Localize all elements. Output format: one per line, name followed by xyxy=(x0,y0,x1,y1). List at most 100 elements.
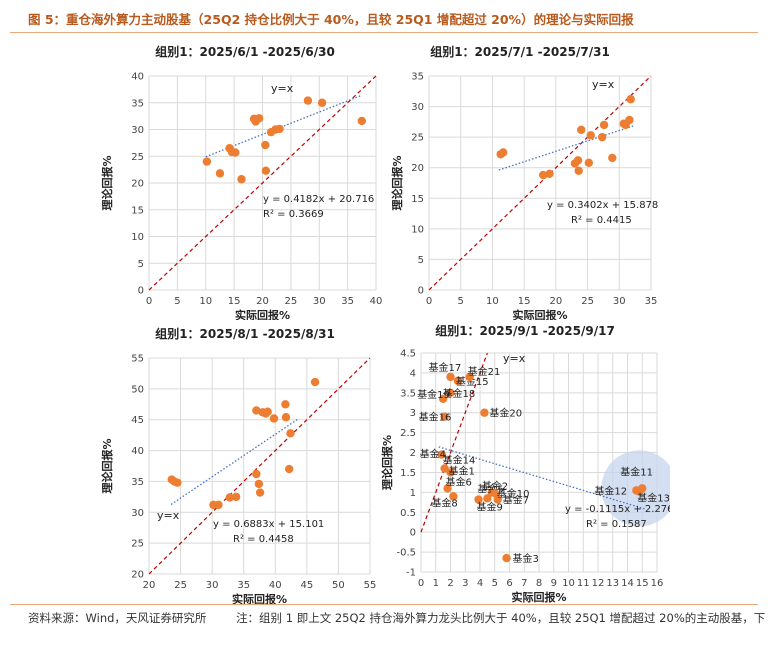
trend-r2: R² = 0.3669 xyxy=(263,209,324,220)
y-tick-label: 30 xyxy=(411,102,424,113)
y-tick-label: 1.5 xyxy=(400,468,416,479)
y-tick-label: 4.5 xyxy=(400,349,416,360)
x-tick-label: 35 xyxy=(645,296,658,307)
data-point xyxy=(310,377,320,387)
y-axis-title: 理论回报% xyxy=(100,438,114,493)
y-tick-label: 40 xyxy=(131,446,144,457)
y-tick-label: 25 xyxy=(131,539,144,550)
data-point xyxy=(254,479,264,489)
x-tick-label: 5 xyxy=(492,578,498,589)
point-label: 基金6 xyxy=(446,475,472,488)
data-point xyxy=(225,493,235,502)
data-point xyxy=(499,148,508,157)
diagonal-line xyxy=(148,75,377,291)
data-point xyxy=(261,140,270,150)
chart-panel-september: 组别1：2025/9/1 -2025/9/17 -1 -0.5 0 0.5 1 1.5 2 2.… xyxy=(375,322,680,608)
data-point xyxy=(483,494,492,503)
x-tick-label: 4 xyxy=(477,578,483,589)
x-tick-label: 20 xyxy=(549,296,562,307)
figure-title: 图 5：重仓海外算力主动股基（25Q2 持仓比例大于 40%，且较 25Q1 增… xyxy=(28,12,634,27)
data-point xyxy=(465,372,474,382)
data-point xyxy=(202,157,212,166)
x-tick-label: 10 xyxy=(199,296,212,307)
data-point xyxy=(237,175,246,184)
x-tick-label: 35 xyxy=(237,580,250,591)
y-tick-label: 55 xyxy=(131,354,144,365)
x-tick-label: 10 xyxy=(562,578,575,589)
x-tick-label: 40 xyxy=(269,580,282,591)
title-divider xyxy=(10,32,758,33)
trend-r2: R² = 0.4415 xyxy=(571,215,632,226)
data-point xyxy=(449,492,458,501)
data-point xyxy=(446,372,455,382)
data-point xyxy=(608,153,617,163)
y-tick-label: 30 xyxy=(131,125,144,136)
point-label: 基金2 xyxy=(482,479,508,492)
y-tick-label: 10 xyxy=(131,232,144,243)
x-tick-label: 10 xyxy=(486,296,499,307)
x-tick-label: 6 xyxy=(506,578,512,589)
data-point xyxy=(635,487,644,496)
data-point xyxy=(281,413,291,422)
data-point xyxy=(231,492,241,502)
diagonal-label: y=x xyxy=(157,509,180,522)
data-point xyxy=(577,125,586,135)
data-point xyxy=(453,376,463,386)
footer-divider xyxy=(10,604,758,605)
data-point xyxy=(584,158,594,168)
data-point xyxy=(437,450,446,459)
x-tick-label: 15 xyxy=(636,578,649,589)
y-tick-label: 20 xyxy=(411,163,424,174)
x-tick-label: 11 xyxy=(577,578,590,589)
data-point xyxy=(215,169,225,178)
scatter-chart-august: 组别1：2025/8/1 -2025/8/31 20 25 30 35 40 45 50 55 2… xyxy=(100,326,376,606)
data-point xyxy=(493,495,502,504)
chart-panel-july: 组别1：2025/7/1 -2025/7/31 0 5 10 15 20 25 30 35 0 5 1… xyxy=(385,40,670,324)
data-point xyxy=(574,166,583,175)
data-point xyxy=(255,488,265,497)
data-point xyxy=(538,170,548,180)
x-tick-label: 2 xyxy=(447,578,453,589)
data-point xyxy=(263,407,272,416)
data-point xyxy=(173,478,182,487)
trend-r2: R² = 0.4458 xyxy=(233,534,294,545)
x-tick-label: 0 xyxy=(426,296,432,307)
x-tick-label: 25 xyxy=(285,296,298,307)
y-tick-label: 0 xyxy=(418,286,424,297)
data-point xyxy=(446,468,455,477)
x-tick-label: 16 xyxy=(651,578,664,589)
y-tick-label: -1 xyxy=(406,568,416,579)
x-axis-title: 实际回报% xyxy=(235,308,290,320)
data-point xyxy=(599,120,609,130)
data-point xyxy=(281,400,290,409)
diagonal-line xyxy=(420,352,488,533)
data-point xyxy=(438,394,448,403)
data-point xyxy=(626,95,635,104)
trend-r2: R² = 0.1587 xyxy=(586,519,647,530)
point-label: 基金15 xyxy=(456,375,489,388)
y-tick-label: 15 xyxy=(411,194,424,205)
x-tick-label: 5 xyxy=(458,296,464,307)
diagonal-label: y=x xyxy=(271,82,294,95)
trend-equation: y = 0.4182x + 20.716 xyxy=(263,194,374,205)
y-tick-label: 2.5 xyxy=(400,428,416,439)
data-point xyxy=(490,488,499,498)
data-point xyxy=(252,469,261,479)
data-point xyxy=(573,156,583,165)
data-point xyxy=(502,553,511,563)
point-label: 基金16 xyxy=(419,411,452,424)
data-point xyxy=(231,148,240,157)
diagonal-line xyxy=(148,357,371,575)
data-point xyxy=(625,115,634,125)
y-tick-label: 20 xyxy=(131,570,144,581)
x-tick-label: 0 xyxy=(418,578,424,589)
y-tick-label: -0.5 xyxy=(396,548,416,559)
y-tick-label: 10 xyxy=(411,224,424,235)
data-point xyxy=(252,406,261,415)
point-label: 基金10 xyxy=(497,487,530,500)
point-label: 基金8 xyxy=(431,496,457,509)
point-label: 基金1 xyxy=(449,464,475,477)
data-point xyxy=(357,116,367,126)
y-axis-title: 理论回报% xyxy=(380,435,394,490)
y-axis-title: 理论回报% xyxy=(100,155,114,210)
